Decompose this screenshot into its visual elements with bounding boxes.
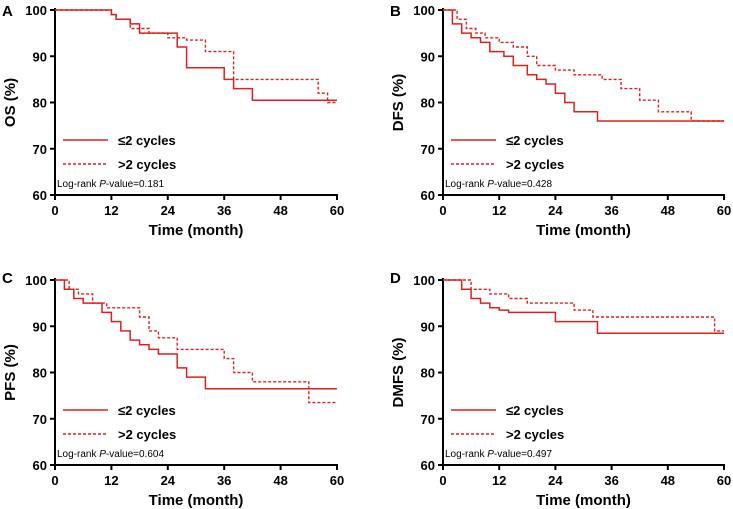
y-tick-label: 70 xyxy=(33,142,47,157)
y-tick-label: 100 xyxy=(413,3,435,18)
x-axis-label: Time (month) xyxy=(536,492,631,509)
panel-b: B 60 70 80 90 100 0 12 24 36 48 60 Time (month) DFS (… xyxy=(390,3,731,239)
y-tick-label: 60 xyxy=(33,458,47,473)
x-tick-label: 60 xyxy=(717,203,731,218)
x-tick-label: 48 xyxy=(661,473,675,488)
x-tick-label: 60 xyxy=(330,203,344,218)
x-axis-label: Time (month) xyxy=(149,222,244,239)
km-curve-le2-cycles xyxy=(443,9,724,122)
y-tick-label: 90 xyxy=(421,49,435,64)
x-tick-label: 48 xyxy=(273,203,287,218)
panel-letter: C xyxy=(2,270,13,287)
x-tick-label: 36 xyxy=(217,203,231,218)
panel-c: C 60 70 80 90 100 0 12 24 36 48 60 Time (month) PFS (… xyxy=(2,270,344,509)
panel-letter: D xyxy=(390,270,401,287)
y-axis-label: DFS (%) xyxy=(390,74,407,132)
y-tick-label: 90 xyxy=(33,49,47,64)
x-tick-label: 24 xyxy=(161,473,176,488)
x-tick-label: 60 xyxy=(717,473,731,488)
panel-letter: A xyxy=(2,3,13,20)
x-tick-label: 60 xyxy=(330,473,344,488)
y-tick-label: 70 xyxy=(421,412,435,427)
km-curve-gt2-cycles xyxy=(55,9,337,104)
x-tick-label: 12 xyxy=(104,203,118,218)
y-tick-label: 80 xyxy=(421,366,435,381)
y-tick-label: 100 xyxy=(413,273,435,288)
y-tick-label: 100 xyxy=(25,3,47,18)
km-curve-le2-cycles xyxy=(443,279,724,334)
legend-label: >2 cycles xyxy=(506,427,564,442)
y-tick-label: 70 xyxy=(33,412,47,427)
x-tick-label: 48 xyxy=(273,473,287,488)
x-tick-label: 0 xyxy=(439,473,446,488)
y-tick-label: 60 xyxy=(33,188,47,203)
x-axis-label: Time (month) xyxy=(149,492,244,509)
legend-label: >2 cycles xyxy=(506,157,564,172)
y-tick-label: 80 xyxy=(33,366,47,381)
x-tick-label: 24 xyxy=(548,473,563,488)
y-tick-label: 80 xyxy=(33,96,47,111)
legend-label: ≤2 cycles xyxy=(118,133,176,148)
x-tick-label: 24 xyxy=(548,203,563,218)
y-tick-label: 90 xyxy=(421,319,435,334)
x-tick-label: 12 xyxy=(492,203,506,218)
y-tick-label: 100 xyxy=(25,273,47,288)
y-tick-label: 80 xyxy=(421,96,435,111)
km-curve-gt2-cycles xyxy=(55,279,337,404)
x-tick-label: 0 xyxy=(51,473,58,488)
km-curve-gt2-cycles xyxy=(443,279,724,332)
legend-label: >2 cycles xyxy=(118,157,176,172)
legend-label: >2 cycles xyxy=(118,427,176,442)
y-axis-label: PFS (%) xyxy=(2,344,19,401)
y-tick-label: 90 xyxy=(33,319,47,334)
x-tick-label: 0 xyxy=(51,203,58,218)
x-tick-label: 36 xyxy=(604,203,618,218)
y-tick-label: 70 xyxy=(421,142,435,157)
log-rank-annotation: Log-rank P-value=0.497 xyxy=(445,449,552,460)
x-tick-label: 0 xyxy=(439,203,446,218)
log-rank-annotation: Log-rank P-value=0.604 xyxy=(57,449,164,460)
legend-label: ≤2 cycles xyxy=(506,133,564,148)
y-axis-label: OS (%) xyxy=(2,78,19,127)
x-axis-label: Time (month) xyxy=(536,222,631,239)
panel-d: D 60 70 80 90 100 0 12 24 36 48 60 Time (month) DMFS … xyxy=(390,270,731,509)
legend-label: ≤2 cycles xyxy=(118,403,176,418)
y-tick-label: 60 xyxy=(421,188,435,203)
log-rank-annotation: Log-rank P-value=0.181 xyxy=(57,179,164,190)
log-rank-annotation: Log-rank P-value=0.428 xyxy=(445,179,552,190)
km-curve-le2-cycles xyxy=(55,9,337,101)
x-tick-label: 12 xyxy=(104,473,118,488)
x-tick-label: 24 xyxy=(161,203,176,218)
km-curve-gt2-cycles xyxy=(443,9,724,122)
x-tick-label: 12 xyxy=(492,473,506,488)
km-curve-le2-cycles xyxy=(55,279,337,390)
legend-label: ≤2 cycles xyxy=(506,403,564,418)
x-tick-label: 48 xyxy=(661,203,675,218)
x-tick-label: 36 xyxy=(217,473,231,488)
panel-a: A 60 70 80 90 100 0 12 24 36 48 60 Time (month) OS (%… xyxy=(2,3,344,239)
panel-letter: B xyxy=(390,3,401,20)
x-tick-label: 36 xyxy=(604,473,618,488)
y-tick-label: 60 xyxy=(421,458,435,473)
y-axis-label: DMFS (%) xyxy=(390,338,407,408)
